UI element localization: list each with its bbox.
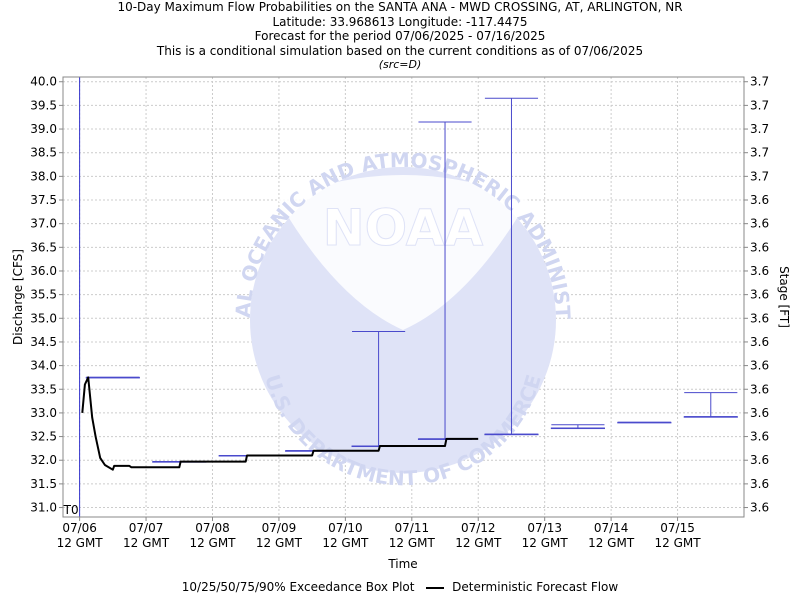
- y2-tick-label: 3.6: [750, 288, 769, 302]
- x-tick-label-date: 07/08: [195, 521, 230, 535]
- x-tick-label-time: 12 GMT: [389, 536, 436, 550]
- y2-tick-label: 3.7: [750, 169, 769, 183]
- deterministic-forecast-series: [81, 376, 479, 471]
- x-tick-label-date: 07/12: [461, 521, 496, 535]
- x-tick-label-date: 07/07: [129, 521, 164, 535]
- y-tick-label: 40.0: [30, 75, 57, 89]
- y2-tick-label: 3.6: [750, 359, 769, 373]
- exceedance-box-07-06: [85, 376, 140, 379]
- legend-boxplot-label: 10/25/50/75/90% Exceedance Box Plot: [181, 580, 415, 594]
- y-tick-label: 33.0: [30, 406, 57, 420]
- x-tick-label-time: 12 GMT: [256, 536, 303, 550]
- t0-label: T0: [63, 503, 79, 517]
- x-tick-label-time: 12 GMT: [522, 536, 569, 550]
- y-tick-label: 31.0: [30, 501, 57, 515]
- x-tick-label-time: 12 GMT: [123, 536, 170, 550]
- y-tick-label: 38.5: [30, 146, 57, 160]
- chart-subtitle-conditions: This is a conditional simulation based o…: [156, 43, 644, 58]
- x-tick-label-date: 07/10: [328, 521, 363, 535]
- y2-tick-label: 3.7: [750, 146, 769, 160]
- y-axis-stage: 3.6 3.6 3.6 3.6 3.6 3.6 3.6 3.6 3.6 3.6 3.6 3.6 3.6 3…: [744, 75, 769, 515]
- legend-deterministic-swatch: [426, 586, 445, 589]
- legend-deterministic-label: Deterministic Forecast Flow: [452, 580, 619, 594]
- noaa-logo-text: NOAA: [323, 199, 484, 257]
- plot-frame: [62, 76, 745, 518]
- y2-tick-label: 3.6: [750, 453, 769, 467]
- noaa-emblem-bird: [278, 175, 528, 330]
- y-tick-label: 32.5: [30, 430, 57, 444]
- y-tick-label: 34.5: [30, 335, 57, 349]
- x-tick-label-time: 12 GMT: [655, 536, 702, 550]
- y-tick-label: 34.0: [30, 359, 57, 373]
- y2-tick-label: 3.6: [750, 264, 769, 278]
- chart-subtitle-location: Latitude: 33.968613 Longitude: -117.4475: [272, 14, 528, 29]
- y-tick-label: 33.5: [30, 382, 57, 396]
- y-tick-label: 36.5: [30, 240, 57, 254]
- y2-tick-label: 3.7: [750, 122, 769, 136]
- deterministic-forecast-line: [81, 376, 479, 471]
- chart-source-note: (src=D): [378, 58, 422, 71]
- y2-tick-label: 3.6: [750, 430, 769, 444]
- x-tick-label-date: 07/14: [594, 521, 629, 535]
- chart-title: 10-Day Maximum Flow Probabilities on the…: [117, 0, 683, 14]
- y-tick-label: 36.0: [30, 264, 57, 278]
- x-tick-label-time: 12 GMT: [588, 536, 635, 550]
- x-tick-label-time: 12 GMT: [189, 536, 236, 550]
- y2-tick-label: 3.6: [750, 335, 769, 349]
- x-axis-label-time: Time: [387, 557, 417, 571]
- y-tick-label: 37.5: [30, 193, 57, 207]
- exceedance-box-07-13: [550, 424, 605, 430]
- chart-subtitle-period: Forecast for the period 07/06/2025 - 07/…: [254, 29, 546, 43]
- x-tick-label-time: 12 GMT: [322, 536, 369, 550]
- t0-marker: T0: [63, 77, 81, 517]
- y2-tick-label: 3.6: [750, 311, 769, 325]
- y2-tick-label: 3.6: [750, 193, 769, 207]
- y2-tick-label: 3.6: [750, 406, 769, 420]
- y-tick-label: 31.5: [30, 477, 57, 491]
- y2-tick-label: 3.6: [750, 240, 769, 254]
- y-tick-label: 37.0: [30, 217, 57, 231]
- chart-title-block: 10-Day Maximum Flow Probabilities on the…: [0, 0, 800, 73]
- y-tick-label: 39.5: [30, 98, 57, 112]
- x-tick-label-date: 07/11: [395, 521, 430, 535]
- x-tick-label-date: 07/09: [262, 521, 297, 535]
- y2-tick-label: 3.7: [750, 98, 769, 112]
- exceedance-box-07-14: [617, 421, 672, 424]
- y-tick-label: 38.0: [30, 169, 57, 183]
- exceedance-box-07-15: [683, 392, 738, 418]
- y2-tick-label: 3.6: [750, 477, 769, 491]
- y-tick-label: 32.0: [30, 453, 57, 467]
- x-tick-label-date: 07/15: [660, 521, 695, 535]
- y-axis-discharge: 31.0 31.5 32.0 32.5 33.0 33.5 34.0 34.5 35.0 35.5…: [30, 75, 63, 515]
- y2-tick-label: 3.6: [750, 501, 769, 515]
- x-tick-label-date: 07/06: [62, 521, 97, 535]
- x-tick-label-time: 12 GMT: [57, 536, 104, 550]
- y2-tick-label: 3.6: [750, 217, 769, 231]
- x-tick-label-time: 12 GMT: [455, 536, 502, 550]
- x-tick-label-date: 07/13: [527, 521, 562, 535]
- chart-legend: 10/25/50/75/90% Exceedance Box Plot Dete…: [0, 580, 800, 594]
- y2-tick-label: 3.6: [750, 382, 769, 396]
- y-tick-label: 35.0: [30, 311, 57, 325]
- y-axis-label-discharge: Discharge [CFS]: [11, 249, 25, 345]
- y-tick-label: 35.5: [30, 288, 57, 302]
- y-tick-label: 39.0: [30, 122, 57, 136]
- y-axis-label-stage: Stage [FT]: [777, 266, 791, 328]
- y2-tick-label: 3.7: [750, 75, 769, 89]
- exceedance-box-07-12: [484, 97, 539, 436]
